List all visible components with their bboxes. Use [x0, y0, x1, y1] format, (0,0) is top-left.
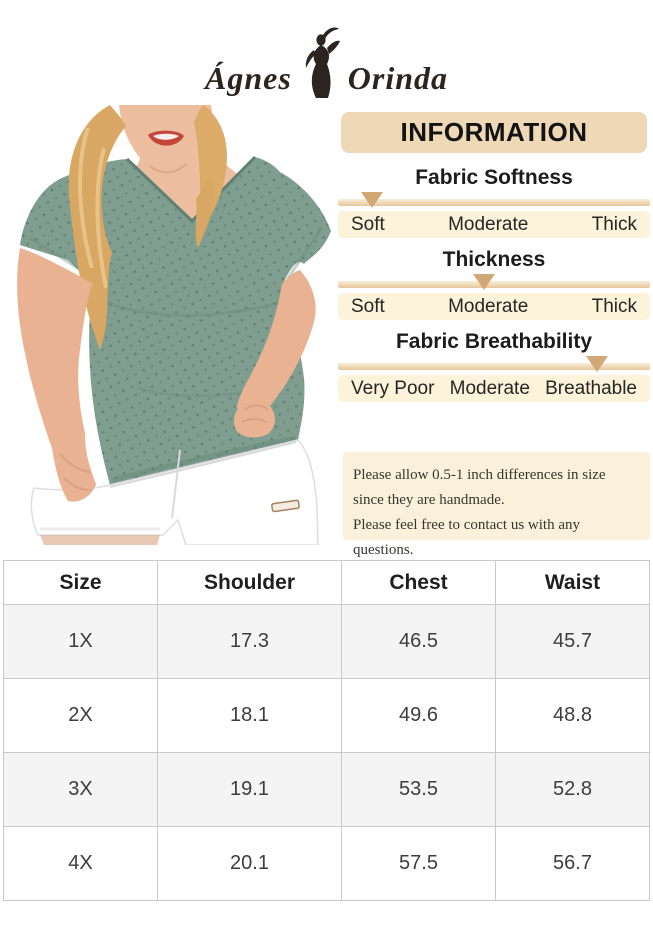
scale-labels: Soft Moderate Thick — [338, 211, 650, 238]
information-title: INFORMATION — [341, 112, 647, 153]
size-chart-table: Size Shoulder Chest Waist 1X 17.3 46.5 4… — [3, 560, 650, 901]
table-cell-size: 2X — [4, 679, 157, 752]
table-cell-shoulder: 19.1 — [158, 753, 341, 826]
scale-title: Fabric Breathability — [395, 330, 593, 353]
scale-label-mid: Moderate — [449, 377, 530, 399]
table-cell-waist: 48.8 — [496, 679, 649, 752]
scale-label-high: Thick — [591, 213, 637, 235]
scale-label-mid: Moderate — [448, 295, 529, 317]
information-panel: INFORMATION Fabric Softness Soft Moderat… — [338, 112, 650, 412]
table-cell-shoulder: 20.1 — [158, 827, 341, 900]
brand-logo: Ágnes Orinda — [0, 26, 653, 100]
table-cell-shoulder: 18.1 — [158, 679, 341, 752]
brand-silhouette-icon — [297, 26, 343, 100]
scale-fabric-softness: Fabric Softness Soft Moderate Thick — [338, 166, 650, 238]
scale-label-high: Thick — [591, 295, 637, 317]
column-header-size: Size — [4, 561, 157, 604]
table-cell-size: 4X — [4, 827, 157, 900]
sizing-note-line-1: Please allow 0.5-1 inch differences in s… — [353, 467, 606, 508]
table-cell-chest: 53.5 — [342, 753, 495, 826]
scale-bar-zone — [338, 192, 650, 211]
table-cell-chest: 46.5 — [342, 605, 495, 678]
scale-labels: Soft Moderate Thick — [338, 293, 650, 320]
model-illustration — [17, 105, 331, 546]
scale-label-low: Very Poor — [351, 377, 435, 399]
scale-marker-icon — [361, 192, 383, 208]
table-cell-waist: 56.7 — [496, 827, 649, 900]
table-cell-size: 3X — [4, 753, 157, 826]
scale-title: Thickness — [442, 248, 546, 271]
table-cell-shoulder: 17.3 — [158, 605, 341, 678]
scale-bar — [338, 198, 650, 206]
brand-name-second: Orinda — [347, 60, 449, 96]
scale-labels: Very Poor Moderate Breathable — [338, 375, 650, 402]
brand-name-first: Ágnes — [204, 60, 292, 96]
sizing-note-line-2: Please feel free to contact us with any … — [353, 516, 580, 558]
scale-fabric-breathability: Fabric Breathability Very Poor Moderate … — [338, 330, 650, 402]
scale-bar — [338, 362, 650, 370]
table-cell-chest: 57.5 — [342, 827, 495, 900]
scale-label-low: Soft — [351, 213, 385, 235]
scale-label-mid: Moderate — [448, 213, 529, 235]
scale-title: Fabric Softness — [415, 166, 573, 189]
sizing-note: Please allow 0.5-1 inch differences in s… — [343, 452, 650, 558]
column-header-waist: Waist — [496, 561, 649, 604]
table-cell-size: 1X — [4, 605, 157, 678]
scale-label-high: Breathable — [545, 377, 637, 399]
column-header-chest: Chest — [342, 561, 495, 604]
scale-thickness: Thickness Soft Moderate Thick — [338, 248, 650, 320]
table-cell-waist: 52.8 — [496, 753, 649, 826]
product-photo — [0, 88, 345, 546]
column-header-shoulder: Shoulder — [158, 561, 341, 604]
scale-label-low: Soft — [351, 295, 385, 317]
table-cell-chest: 49.6 — [342, 679, 495, 752]
scale-marker-icon — [473, 274, 495, 290]
scale-bar-zone — [338, 356, 650, 375]
scale-marker-icon — [586, 356, 608, 372]
scale-bar-zone — [338, 274, 650, 293]
table-cell-waist: 45.7 — [496, 605, 649, 678]
